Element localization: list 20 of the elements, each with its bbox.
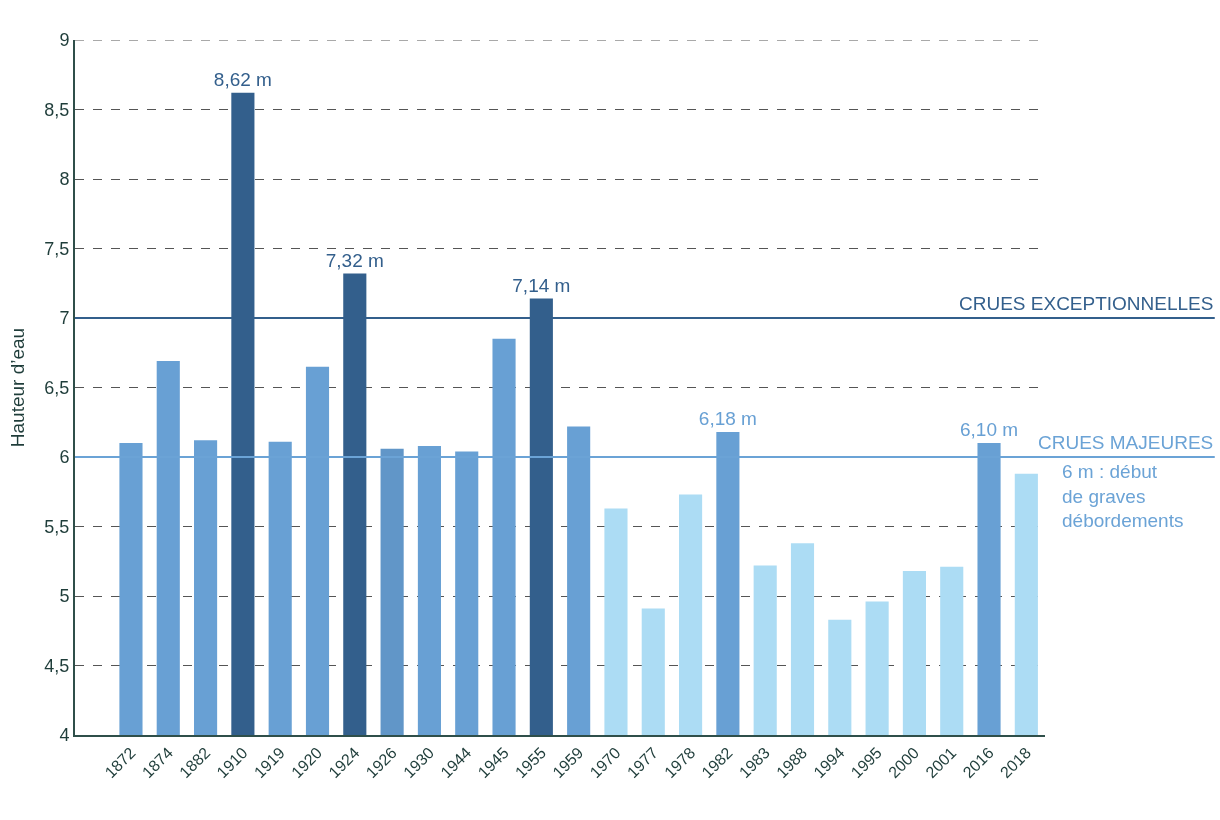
y-tick-label: 7 <box>59 308 70 329</box>
y-tick-label: 4,5 <box>44 655 70 676</box>
y-tick-label: 5 <box>59 586 70 607</box>
data-label: 7,14 m <box>512 274 571 296</box>
data-label: 6,10 m <box>959 419 1019 441</box>
y-tick-label: 4 <box>59 725 70 746</box>
y-tick-label: 8 <box>59 169 70 190</box>
y-tick-label: 7,5 <box>44 238 70 259</box>
y-axis-title: Hauteur d’eau <box>6 327 28 448</box>
ref-line-label: CRUES EXCEPTIONNELLES <box>959 293 1214 314</box>
y-tick-label: 6,5 <box>44 377 70 398</box>
data-label: 7,32 m <box>325 249 384 271</box>
y-tick-label: 6 <box>59 447 70 468</box>
ref-line-label: CRUES MAJEURES <box>1038 432 1214 453</box>
y-tick-label: 5,5 <box>44 516 70 537</box>
y-tick-label: 9 <box>59 30 70 51</box>
data-label: 6,18 m <box>698 407 757 429</box>
y-tick-label: 8,5 <box>44 99 70 120</box>
text: 6 m : début de graves débordements <box>1062 461 1184 532</box>
data-label: 8,62 m <box>213 68 272 90</box>
